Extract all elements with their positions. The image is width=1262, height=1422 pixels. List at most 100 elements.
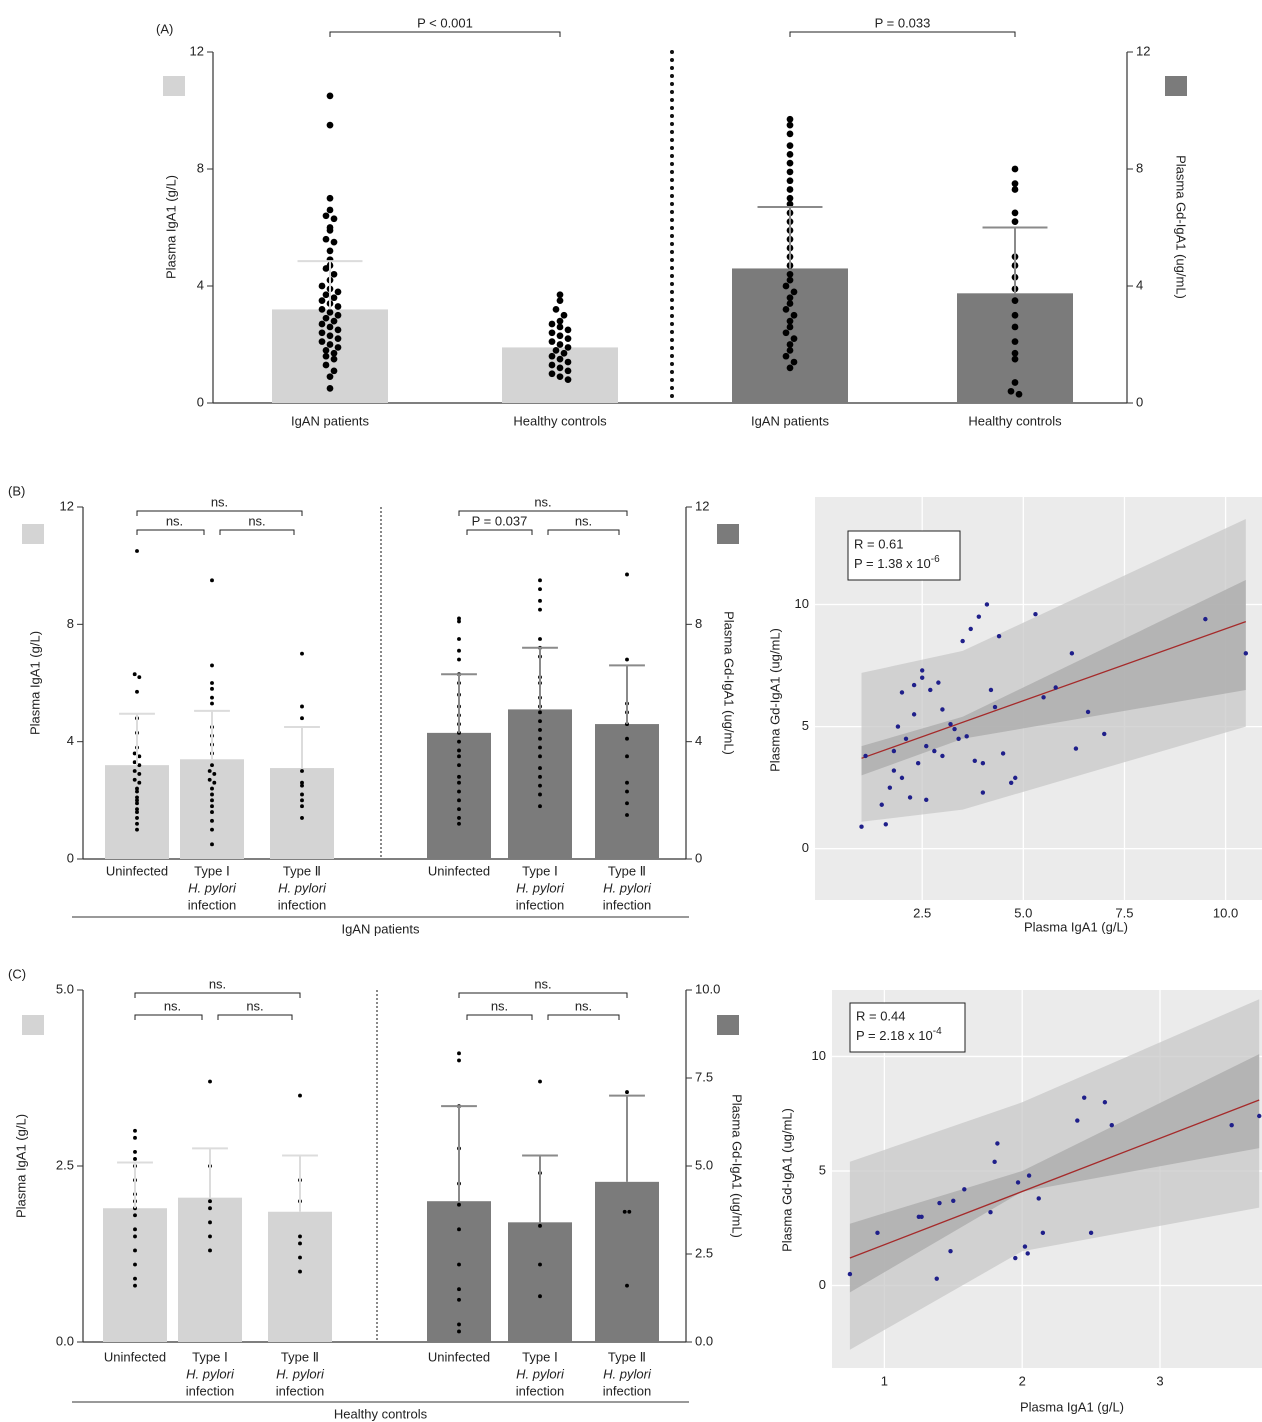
- data-point: [300, 716, 304, 721]
- data-point: [891, 748, 897, 754]
- data-point: [300, 804, 304, 809]
- data-point: [786, 159, 794, 167]
- comparison-bracket: [789, 31, 1016, 37]
- data-point: [1007, 387, 1015, 395]
- data-point: [1011, 311, 1019, 319]
- data-point: [133, 1276, 137, 1281]
- y2-axis-label: Plasma Gd-IgA1 (ug/mL): [722, 611, 737, 755]
- data-point: [457, 1202, 461, 1207]
- data-point: [210, 810, 214, 814]
- comparison-bracket: [458, 510, 628, 516]
- data-point: [786, 115, 794, 123]
- data-point: [564, 376, 572, 383]
- x-tick-label: Healthy controls: [513, 413, 607, 428]
- data-point: [137, 754, 142, 759]
- group-label: IgAN patients: [341, 921, 420, 936]
- data-point: [318, 282, 326, 290]
- data-point: [786, 294, 794, 302]
- data-point: [137, 780, 142, 785]
- data-point: [457, 1051, 461, 1056]
- data-point: [1011, 180, 1019, 187]
- y-tick-label: 8: [197, 160, 204, 175]
- error-bar: [119, 712, 155, 766]
- data-point: [300, 704, 304, 709]
- data-point: [132, 760, 137, 765]
- stats-r: R = 0.44: [856, 1008, 906, 1023]
- x-tick-label: Healthy controls: [968, 413, 1062, 428]
- stats-box: [849, 1002, 966, 1053]
- x-tick-label: 3: [1156, 1373, 1163, 1388]
- data-point: [940, 753, 945, 759]
- data-point: [1015, 1180, 1021, 1185]
- data-point: [334, 288, 342, 296]
- data-point: [298, 1255, 302, 1260]
- data-point: [457, 816, 461, 820]
- data-point: [847, 1271, 853, 1277]
- comparison-label: ns.: [534, 494, 551, 509]
- data-point: [984, 602, 990, 607]
- data-point: [326, 323, 334, 331]
- x-tick-label: H. pylori: [516, 1366, 565, 1381]
- x-axis-label: Plasma IgA1 (g/L): [1020, 1399, 1124, 1414]
- bar-panel: (A) 0 4 8 12 0 4 8 12 Plasma IgA1 (g/L) Plasma Gd-…: [156, 15, 1189, 428]
- data-point: [863, 753, 868, 759]
- data-point: [457, 763, 461, 768]
- comparison-bracket: [329, 31, 561, 37]
- data-point: [1015, 390, 1023, 398]
- data-point: [1025, 1251, 1030, 1256]
- data-point: [1243, 651, 1249, 656]
- data-point: [1011, 323, 1019, 331]
- data-point: [786, 317, 794, 325]
- data-point: [457, 807, 461, 812]
- data-point: [133, 1157, 137, 1161]
- data-point: [135, 795, 139, 800]
- x-tick-label: infection: [516, 897, 564, 912]
- data-point: [919, 675, 925, 680]
- data-point: [326, 341, 334, 348]
- data-point: [924, 743, 929, 749]
- x-tick-label: H. pylori: [188, 880, 237, 895]
- data-point: [135, 798, 139, 803]
- x-tick-label: infection: [278, 897, 326, 912]
- data-point: [334, 303, 342, 310]
- data-point: [1008, 780, 1014, 785]
- data-point: [538, 710, 542, 715]
- y-tick-label: 0.0: [56, 1333, 74, 1348]
- data-point: [207, 769, 212, 773]
- data-point: [625, 801, 629, 806]
- y-tick-label: 0: [802, 840, 809, 855]
- x-tick-label: 7.5: [1115, 905, 1133, 920]
- x-tick-label: Type Ⅱ: [283, 863, 321, 878]
- data-point: [330, 270, 338, 278]
- data-point: [132, 777, 137, 782]
- data-point: [210, 798, 214, 803]
- data-point: [330, 355, 338, 363]
- data-point: [334, 344, 342, 351]
- y-tick-label: 0: [819, 1277, 826, 1292]
- data-point: [899, 775, 905, 781]
- stats-p: P = 2.18 x 10-4: [856, 1026, 942, 1044]
- data-point: [960, 638, 965, 644]
- data-point: [980, 761, 986, 766]
- data-point: [135, 789, 139, 794]
- x-tick-label: IgAN patients: [291, 413, 370, 428]
- panel-label: (B): [8, 483, 25, 498]
- data-point: [300, 816, 304, 820]
- data-point: [786, 177, 794, 185]
- data-point: [322, 346, 330, 354]
- y-tick-label: 4: [67, 733, 74, 748]
- data-point: [318, 320, 326, 328]
- y-tick-label: 10: [795, 596, 809, 611]
- data-point: [298, 1093, 302, 1098]
- plot-area: [832, 990, 1262, 1368]
- data-point: [318, 329, 326, 337]
- x-tick-label: Type Ⅱ: [608, 1349, 646, 1364]
- data-point: [907, 795, 913, 800]
- x-tick-label: infection: [188, 897, 236, 912]
- comparison-label: ns.: [246, 998, 263, 1013]
- comparison-label: P = 0.037: [472, 513, 528, 528]
- data-point: [133, 1262, 137, 1267]
- data-point: [1075, 1118, 1080, 1123]
- stats-r: R = 0.61: [854, 536, 904, 551]
